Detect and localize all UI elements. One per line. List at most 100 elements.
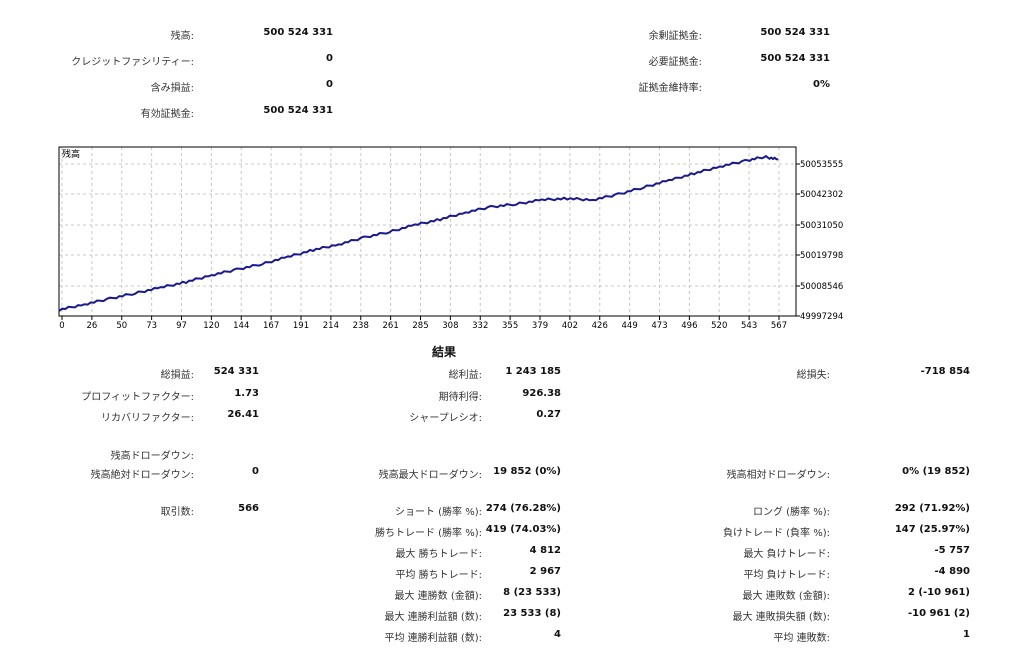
largest-loss-label: 最大 負けトレード:	[743, 549, 830, 560]
max-consec-wins-value: 8 (23 533)	[503, 587, 561, 598]
results-title: 結果	[432, 345, 457, 359]
x-tick-label: 543	[741, 321, 757, 331]
x-tick-label: 520	[711, 321, 727, 331]
net-profit-label: 総損益:	[160, 370, 194, 381]
long-label: ロング (勝率 %):	[752, 507, 830, 518]
x-tick-label: 285	[412, 321, 428, 331]
x-tick-label: 144	[233, 321, 249, 331]
x-tick-label: 191	[293, 321, 309, 331]
x-tick-label: 50	[116, 321, 127, 331]
avg-loss-label: 平均 負けトレード:	[743, 570, 830, 581]
gross-profit-value: 1 243 185	[505, 366, 561, 377]
sharpe-value: 0.27	[536, 409, 561, 420]
x-tick-label: 567	[771, 321, 787, 331]
x-tick-label: 238	[353, 321, 369, 331]
max-consec-losses-label: 最大 連敗数 (金額):	[742, 591, 830, 602]
max-consec-losses-value: 2 (-10 961)	[907, 587, 970, 598]
loss-trades-label: 負けトレード (負率 %):	[722, 528, 830, 539]
loss-trades-value: 147 (25.97%)	[894, 524, 970, 535]
floating-value: 0	[326, 79, 333, 90]
y-tick-label: 49997294	[800, 312, 843, 322]
x-tick-label: 26	[86, 321, 97, 331]
x-tick-label: 426	[592, 321, 608, 331]
x-tick-label: 214	[323, 321, 339, 331]
largest-profit-label: 最大 勝ちトレード:	[395, 549, 482, 560]
avg-consec-losses-value: 1	[963, 629, 970, 640]
free-margin-label: 余剰証拠金:	[648, 31, 702, 42]
x-tick-label: 355	[502, 321, 518, 331]
equity-value: 500 524 331	[263, 105, 333, 116]
profit-factor-value: 1.73	[234, 388, 259, 399]
profit-trades-label: 勝ちトレード (勝率 %):	[374, 528, 482, 539]
max-consec-loss-label: 最大 連敗損失額 (数):	[732, 612, 830, 623]
sharpe-label: シャープレシオ:	[409, 413, 482, 424]
x-tick-label: 332	[472, 321, 488, 331]
max-consec-wins-label: 最大 連勝数 (金額):	[394, 591, 482, 602]
chart-plot-border	[58, 146, 797, 317]
net-profit-value: 524 331	[213, 366, 259, 377]
abs-drawdown-label: 残高絶対ドローダウン:	[90, 470, 194, 481]
avg-loss-value: -4 890	[934, 566, 970, 577]
y-axis-ticks: 50053555 50042302 50031050 50019798 50008546…	[796, 160, 843, 322]
max-consec-profit-value: 23 533 (8)	[503, 608, 561, 619]
margin-level-label: 証拠金維持率:	[638, 83, 702, 94]
max-consec-loss-value: -10 961 (2)	[907, 608, 970, 619]
credit-label: クレジットファシリティー:	[71, 57, 194, 68]
balance-chart: 残高 0 26 50 73 97 120 144 167 191 214 238 261 285 308 3…	[58, 146, 843, 331]
floating-label: 含み損益:	[150, 83, 194, 94]
y-tick-label: 50008546	[800, 282, 843, 292]
gross-profit-label: 総利益:	[448, 370, 482, 381]
largest-profit-value: 4 812	[529, 545, 561, 556]
chart-grid	[59, 147, 796, 316]
rel-drawdown-label: 残高相対ドローダウン:	[726, 470, 830, 481]
x-tick-label: 496	[681, 321, 697, 331]
abs-drawdown-value: 0	[252, 466, 259, 477]
avg-profit-label: 平均 勝ちトレード:	[395, 570, 482, 581]
x-tick-label: 308	[442, 321, 458, 331]
total-trades-label: 取引数:	[160, 507, 194, 518]
x-tick-label: 97	[176, 321, 187, 331]
profit-trades-value: 419 (74.03%)	[485, 524, 561, 535]
free-margin-value: 500 524 331	[760, 27, 830, 38]
balance-value: 500 524 331	[263, 27, 333, 38]
largest-loss-value: -5 757	[934, 545, 970, 556]
x-tick-label: 473	[651, 321, 667, 331]
max-consec-profit-label: 最大 連勝利益額 (数):	[384, 612, 482, 623]
avg-consec-wins-label: 平均 連勝利益額 (数):	[384, 633, 482, 644]
x-tick-label: 261	[383, 321, 399, 331]
x-axis-ticks: 0 26 50 73 97 120 144 167 191 214 238 261 285 308 332 3…	[59, 316, 787, 331]
gross-loss-label: 総損失:	[796, 370, 830, 381]
y-tick-label: 50042302	[800, 190, 843, 200]
avg-profit-value: 2 967	[529, 566, 561, 577]
avg-consec-wins-value: 4	[554, 629, 561, 640]
credit-value: 0	[326, 53, 333, 64]
max-drawdown-label: 残高最大ドローダウン:	[378, 470, 482, 481]
expected-payoff-label: 期待利得:	[438, 392, 482, 403]
margin-value: 500 524 331	[760, 53, 830, 64]
x-tick-label: 402	[562, 321, 578, 331]
balance-label: 残高:	[170, 31, 194, 42]
balance-series-line	[58, 154, 779, 312]
short-label: ショート (勝率 %):	[394, 507, 482, 518]
recovery-factor-label: リカバリファクター:	[101, 413, 194, 424]
x-tick-label: 449	[622, 321, 638, 331]
total-trades-value: 566	[238, 503, 259, 514]
x-tick-label: 0	[59, 321, 64, 331]
y-tick-label: 50053555	[800, 160, 843, 170]
equity-label: 有効証拠金:	[140, 109, 194, 120]
margin-label: 必要証拠金:	[648, 57, 702, 68]
gross-loss-value: -718 854	[920, 366, 970, 377]
recovery-factor-value: 26.41	[227, 409, 259, 420]
long-value: 292 (71.92%)	[894, 503, 970, 514]
profit-factor-label: プロフィットファクター:	[81, 392, 194, 403]
y-tick-label: 50031050	[800, 221, 843, 231]
max-drawdown-value: 19 852 (0%)	[493, 466, 561, 477]
rel-drawdown-value: 0% (19 852)	[902, 466, 970, 477]
y-tick-label: 50019798	[800, 251, 843, 261]
x-tick-label: 120	[203, 321, 219, 331]
margin-level-value: 0%	[813, 79, 830, 90]
x-tick-label: 379	[532, 321, 548, 331]
balance-drawdown-label: 残高ドローダウン:	[110, 451, 194, 462]
short-value: 274 (76.28%)	[485, 503, 561, 514]
x-tick-label: 73	[146, 321, 157, 331]
